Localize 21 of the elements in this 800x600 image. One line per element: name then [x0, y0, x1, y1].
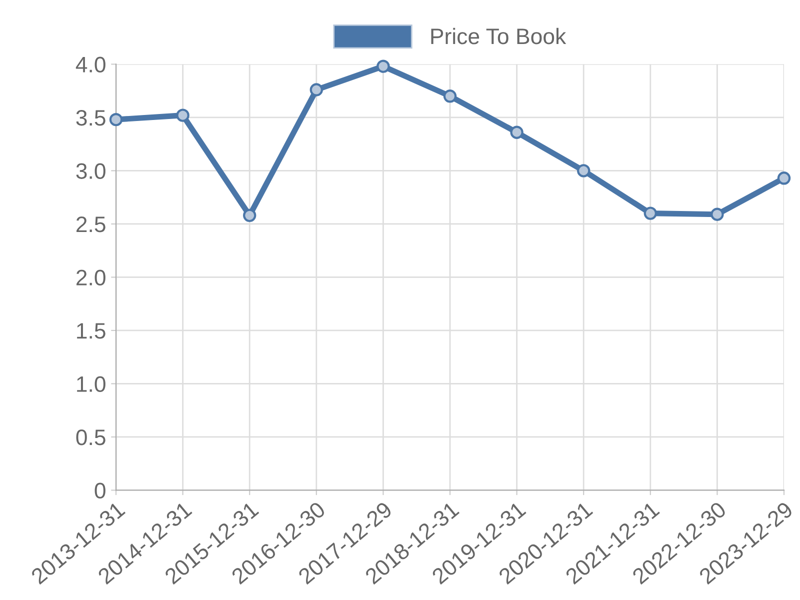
point	[644, 206, 657, 220]
point	[577, 164, 590, 178]
y-tick-label: 2.0	[76, 270, 106, 286]
point	[376, 60, 390, 73]
point	[777, 172, 791, 185]
y-tick-label: 0	[94, 482, 106, 498]
y-tick-label: 4.0	[76, 56, 106, 72]
y-tick-label: 1.5	[77, 323, 106, 339]
point	[109, 112, 123, 126]
point	[710, 208, 724, 221]
y-tick-label: 0.5	[76, 429, 106, 446]
point	[310, 83, 323, 96]
legend-label: Price To Book	[431, 28, 566, 44]
point	[443, 90, 457, 103]
point	[510, 126, 524, 139]
y-tick-label: 3.0	[76, 163, 106, 179]
point	[243, 208, 256, 222]
y-tick-label: 2.5	[76, 216, 106, 232]
y-tick-label: 1.0	[77, 376, 106, 392]
y-tick-label: 3.5	[76, 110, 106, 126]
point	[176, 108, 190, 122]
